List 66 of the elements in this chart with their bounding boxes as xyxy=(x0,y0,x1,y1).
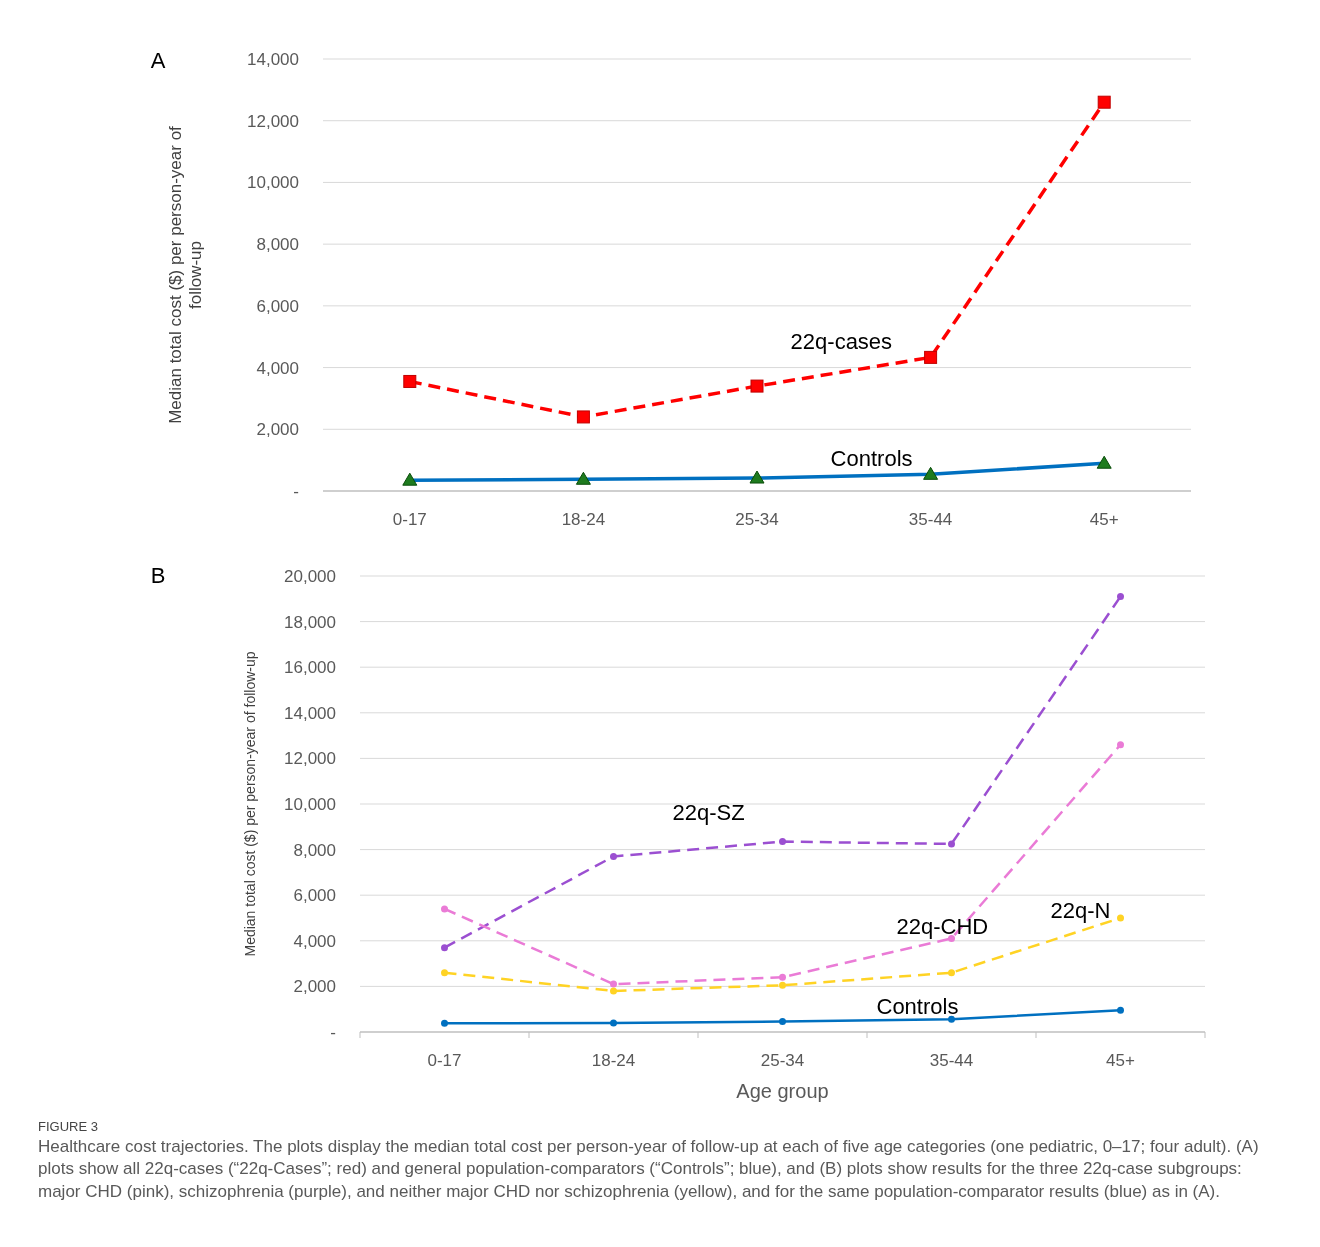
y-tick-label: 10,000 xyxy=(284,795,336,814)
y-tick-label: 18,000 xyxy=(284,612,336,632)
y-tick-label: 2,000 xyxy=(256,420,299,440)
y-tick-label: 16,000 xyxy=(284,658,336,678)
x-tick-label: 25-34 xyxy=(735,510,779,529)
y-tick-label: 12,000 xyxy=(247,111,299,131)
point xyxy=(610,980,617,988)
point xyxy=(441,1019,448,1027)
x-tick-label: 35-44 xyxy=(908,510,953,529)
point xyxy=(610,852,617,860)
point xyxy=(441,969,448,977)
series-label: 22q-N xyxy=(1050,898,1111,923)
text: B xyxy=(150,563,166,588)
point xyxy=(1117,914,1124,922)
point xyxy=(924,350,938,364)
y-tick-label: 14,000 xyxy=(284,703,336,723)
y-tick-label: 8,000 xyxy=(293,840,336,860)
series-label: Controls xyxy=(830,446,913,472)
y-tick-label: 6,000 xyxy=(256,296,299,316)
x-tick-label: 45+ xyxy=(1106,1051,1135,1070)
text: Healthcare cost trajectories. The plots display the median total cost per person-year of follow-up at each of five age categories (one pediatric, 0–17; four adult). (A) plots show all 22q-cases (“22q-Cases”; red) and general population-comparators (“Controls”; blue), and (B) plots show results for the three 22q-case subgroups: major CHD (pink), schizophrenia (purple), and neither major CHD nor schizophrenia (yellow), and for the same population-comparator results (blue) as in (A). xyxy=(38,1135,1260,1204)
series-label: 22q-cases xyxy=(790,329,893,355)
point xyxy=(441,944,448,952)
point xyxy=(1117,741,1124,749)
point xyxy=(403,374,417,388)
x-tick-label: 25-34 xyxy=(760,1051,805,1070)
point xyxy=(576,410,590,424)
y-tick-label: - xyxy=(330,1023,336,1042)
chart-title: A xyxy=(150,48,166,73)
point xyxy=(1097,95,1111,109)
y-tick-label: 4,000 xyxy=(293,931,336,951)
x-tick-label: 35-44 xyxy=(929,1051,974,1070)
point xyxy=(779,981,786,989)
x-tick-label: 0-17 xyxy=(427,1051,462,1070)
x-tick-label: 45+ xyxy=(1089,510,1119,529)
series-label: 22q-CHD xyxy=(896,913,989,939)
point xyxy=(441,905,448,913)
y-tick-label: 12,000 xyxy=(284,749,336,769)
point xyxy=(948,1015,955,1023)
y-axis-title: Median total cost ($) per person-year of follow-up xyxy=(165,125,206,424)
y-tick-label: 2,000 xyxy=(293,977,336,997)
y-tick-label: 20,000 xyxy=(284,567,336,586)
x-tick-label: 0-17 xyxy=(392,510,427,529)
series-label: Controls xyxy=(876,994,959,1020)
point xyxy=(779,1018,786,1026)
y-tick-label: 8,000 xyxy=(256,235,299,255)
y-tick-label: 6,000 xyxy=(293,886,336,906)
point xyxy=(610,987,617,995)
y-tick-label: 4,000 xyxy=(256,358,299,378)
point xyxy=(610,1019,617,1027)
point xyxy=(1117,1006,1124,1014)
x-tick-label: 18-24 xyxy=(591,1051,636,1070)
caption: FIGURE 3 xyxy=(38,1118,99,1136)
y-axis-title: Median total cost ($) per person-year of follow-up xyxy=(242,651,258,957)
point xyxy=(1117,593,1124,601)
point xyxy=(948,969,955,977)
y-tick-label: - xyxy=(293,482,299,501)
point xyxy=(948,840,955,848)
point xyxy=(779,838,786,846)
x-tick-label: 18-24 xyxy=(561,510,606,529)
y-tick-label: 14,000 xyxy=(247,50,299,69)
x-axis-title: Age group xyxy=(736,1080,829,1102)
point xyxy=(750,379,764,393)
point xyxy=(779,973,786,981)
y-tick-label: 10,000 xyxy=(247,173,299,193)
series-label: 22q-SZ xyxy=(672,799,745,825)
